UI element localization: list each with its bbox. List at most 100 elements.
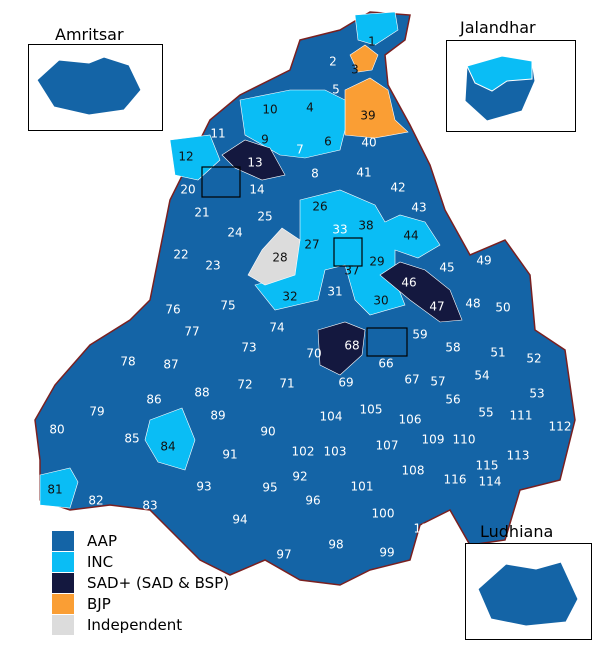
constituency-label-26: 26 <box>312 200 327 214</box>
constituency-label-30: 30 <box>373 294 388 308</box>
legend-swatch <box>52 551 74 572</box>
constituency-label-8: 8 <box>311 167 319 181</box>
constituency-label-75: 75 <box>220 299 235 313</box>
legend-swatch <box>52 572 74 593</box>
constituency-label-57: 57 <box>430 375 445 389</box>
constituency-label-53: 53 <box>529 387 544 401</box>
constituency-label-86: 86 <box>146 393 161 407</box>
constituency-label-88: 88 <box>194 386 209 400</box>
constituency-label-78: 78 <box>120 355 135 369</box>
region-ind <box>247 227 301 286</box>
constituency-label-80: 80 <box>49 423 64 437</box>
constituency-label-81: 81 <box>47 483 62 497</box>
constituency-label-4: 4 <box>306 101 314 115</box>
constituency-label-54: 54 <box>474 369 489 383</box>
constituency-label-87: 87 <box>163 358 178 372</box>
region-inc <box>169 134 221 181</box>
constituency-label-32: 32 <box>282 290 297 304</box>
legend-label: SAD+ (SAD & BSP) <box>87 573 230 592</box>
constituency-label-91: 91 <box>222 448 237 462</box>
constituency-label-22: 22 <box>173 248 188 262</box>
constituency-label-6: 6 <box>324 135 332 149</box>
constituency-label-98: 98 <box>328 538 343 552</box>
legend-item-sad: SAD+ (SAD & BSP) <box>52 572 229 593</box>
constituency-label-107: 107 <box>376 439 399 453</box>
legend-swatch <box>52 593 74 614</box>
legend-label: BJP <box>87 594 111 613</box>
constituency-label-112: 112 <box>549 420 572 434</box>
region-sad <box>379 261 463 323</box>
constituency-label-82: 82 <box>88 494 103 508</box>
constituency-label-117: 117 <box>414 522 437 536</box>
constituency-label-101: 101 <box>351 480 374 494</box>
constituency-label-33: 33 <box>332 223 347 237</box>
constituency-label-99: 99 <box>379 546 394 560</box>
constituency-label-42: 42 <box>390 181 405 195</box>
constituency-label-76: 76 <box>165 303 180 317</box>
constituency-label-83: 83 <box>142 499 157 513</box>
constituency-label-111: 111 <box>510 409 533 423</box>
ludhiana-inset-marker <box>366 327 408 357</box>
constituency-label-94: 94 <box>232 513 247 527</box>
constituency-label-5: 5 <box>332 83 340 97</box>
constituency-label-84: 84 <box>160 440 175 454</box>
constituency-label-3: 3 <box>351 63 359 77</box>
constituency-label-105: 105 <box>360 403 383 417</box>
constituency-label-67: 67 <box>404 373 419 387</box>
legend: AAP INC SAD+ (SAD & BSP) BJP Independent <box>52 530 229 635</box>
region-inc <box>144 407 196 471</box>
constituency-label-27: 27 <box>304 238 319 252</box>
legend-item-aap: AAP <box>52 530 229 551</box>
constituency-label-43: 43 <box>411 201 426 215</box>
ludhiana-inset-title: Ludhiana <box>480 522 554 541</box>
constituency-label-89: 89 <box>210 409 225 423</box>
constituency-label-79: 79 <box>89 405 104 419</box>
constituency-label-110: 110 <box>453 433 476 447</box>
constituency-label-115: 115 <box>476 459 499 473</box>
constituency-label-38: 38 <box>358 219 373 233</box>
constituency-label-58: 58 <box>445 341 460 355</box>
constituency-label-72: 72 <box>237 378 252 392</box>
constituency-label-71: 71 <box>279 377 294 391</box>
constituency-label-23: 23 <box>205 259 220 273</box>
legend-item-inc: INC <box>52 551 229 572</box>
constituency-label-97: 97 <box>276 548 291 562</box>
constituency-label-114: 114 <box>479 475 502 489</box>
constituency-label-37: 37 <box>344 264 359 278</box>
amritsar-inset-title: Amritsar <box>55 25 124 44</box>
constituency-label-44: 44 <box>403 229 418 243</box>
legend-item-bjp: BJP <box>52 593 229 614</box>
constituency-label-40: 40 <box>361 136 376 150</box>
region-sad <box>221 139 286 181</box>
constituency-label-48: 48 <box>465 297 480 311</box>
constituency-label-13: 13 <box>247 156 262 170</box>
constituency-label-74: 74 <box>269 321 284 335</box>
constituency-label-31: 31 <box>327 285 342 299</box>
constituency-label-85: 85 <box>124 432 139 446</box>
constituency-label-109: 109 <box>422 433 445 447</box>
constituency-label-93: 93 <box>196 480 211 494</box>
constituency-label-46: 46 <box>401 276 416 290</box>
constituency-label-55: 55 <box>478 406 493 420</box>
constituency-label-7: 7 <box>296 143 304 157</box>
constituency-label-24: 24 <box>227 226 242 240</box>
constituency-label-96: 96 <box>305 494 320 508</box>
legend-item-ind: Independent <box>52 614 229 635</box>
legend-swatch <box>52 614 74 635</box>
constituency-label-29: 29 <box>369 255 384 269</box>
constituency-label-66: 66 <box>378 357 393 371</box>
constituency-label-11: 11 <box>210 127 225 141</box>
legend-label: Independent <box>87 615 183 634</box>
constituency-label-106: 106 <box>399 413 422 427</box>
constituency-label-92: 92 <box>292 470 307 484</box>
constituency-label-12: 12 <box>178 150 193 164</box>
constituency-label-2: 2 <box>329 55 337 69</box>
constituency-label-95: 95 <box>262 481 277 495</box>
ludhiana-inset <box>465 543 592 640</box>
constituency-label-52: 52 <box>526 352 541 366</box>
amritsar-inset-marker <box>201 166 241 198</box>
constituency-label-100: 100 <box>372 507 395 521</box>
constituency-label-103: 103 <box>324 445 347 459</box>
